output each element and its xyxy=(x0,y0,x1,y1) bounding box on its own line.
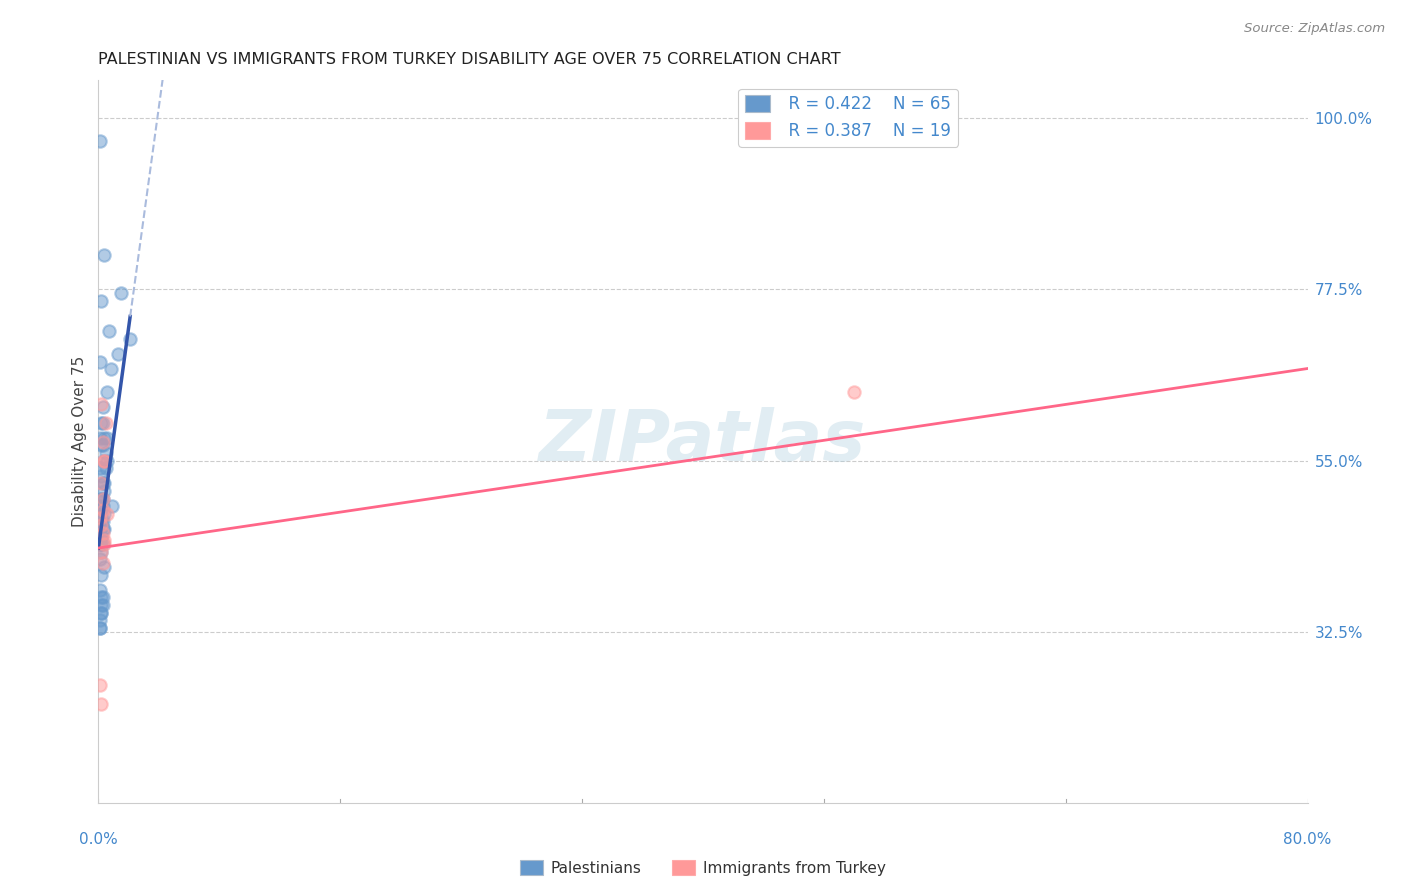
Point xyxy=(91,556,114,570)
Point xyxy=(89,522,111,536)
Text: PALESTINIAN VS IMMIGRANTS FROM TURKEY DISABILITY AGE OVER 75 CORRELATION CHART: PALESTINIAN VS IMMIGRANTS FROM TURKEY DI… xyxy=(98,52,841,67)
Point xyxy=(89,621,111,635)
Point xyxy=(90,396,112,410)
Point xyxy=(90,606,112,620)
Point xyxy=(844,385,866,400)
Point xyxy=(93,533,115,548)
Point xyxy=(93,537,115,551)
Point xyxy=(96,385,118,400)
Point xyxy=(93,522,115,536)
Point xyxy=(96,431,118,445)
Point xyxy=(89,354,111,368)
Point xyxy=(90,606,112,620)
Point xyxy=(93,248,115,262)
Point xyxy=(89,613,111,627)
Point xyxy=(91,491,114,506)
Point xyxy=(91,525,114,540)
Point xyxy=(90,598,112,612)
Point xyxy=(89,552,111,566)
Point xyxy=(91,515,114,529)
Point xyxy=(90,293,112,308)
Point xyxy=(90,491,112,506)
Point xyxy=(96,453,118,467)
Point xyxy=(98,324,121,338)
Point xyxy=(91,491,114,506)
Text: 80.0%: 80.0% xyxy=(1284,831,1331,847)
Point xyxy=(90,515,112,529)
Point xyxy=(90,697,112,711)
Text: ZIPatlas: ZIPatlas xyxy=(540,407,866,476)
Point xyxy=(94,416,117,430)
Point xyxy=(93,560,115,574)
Point xyxy=(89,507,111,521)
Point xyxy=(90,476,112,491)
Point xyxy=(89,522,111,536)
Point xyxy=(90,491,112,506)
Point xyxy=(89,134,111,148)
Point xyxy=(93,476,115,491)
Point xyxy=(94,446,117,460)
Y-axis label: Disability Age Over 75: Disability Age Over 75 xyxy=(72,356,87,527)
Point xyxy=(89,499,111,513)
Point xyxy=(107,347,129,361)
Point xyxy=(91,499,114,513)
Point xyxy=(91,522,114,536)
Text: Source: ZipAtlas.com: Source: ZipAtlas.com xyxy=(1244,22,1385,36)
Point xyxy=(90,468,112,483)
Point xyxy=(93,453,115,467)
Point xyxy=(90,545,112,559)
Point xyxy=(90,567,112,582)
Point xyxy=(91,416,114,430)
Point xyxy=(93,507,115,521)
Point xyxy=(93,431,115,445)
Point xyxy=(89,461,111,475)
Point xyxy=(96,507,118,521)
Point xyxy=(94,461,117,475)
Point xyxy=(91,598,114,612)
Point xyxy=(101,499,124,513)
Point xyxy=(90,537,112,551)
Point xyxy=(120,332,142,346)
Point xyxy=(89,678,111,692)
Point xyxy=(90,507,112,521)
Point xyxy=(89,537,111,551)
Point xyxy=(90,518,112,533)
Point xyxy=(91,476,114,491)
Point xyxy=(90,530,112,544)
Point xyxy=(100,362,122,376)
Point xyxy=(89,431,111,445)
Legend: Palestinians, Immigrants from Turkey: Palestinians, Immigrants from Turkey xyxy=(515,854,891,882)
Point xyxy=(91,503,114,517)
Point xyxy=(91,537,114,551)
Text: 0.0%: 0.0% xyxy=(79,831,118,847)
Point xyxy=(93,453,115,467)
Point xyxy=(93,483,115,498)
Point xyxy=(110,286,132,301)
Point xyxy=(91,453,114,467)
Point xyxy=(91,438,114,452)
Point xyxy=(91,401,114,415)
Point xyxy=(90,515,112,529)
Point xyxy=(89,582,111,597)
Point xyxy=(89,530,111,544)
Point xyxy=(90,416,112,430)
Point xyxy=(90,530,112,544)
Point xyxy=(90,591,112,605)
Point xyxy=(90,438,112,452)
Point xyxy=(89,621,111,635)
Point xyxy=(90,545,112,559)
Point xyxy=(91,591,114,605)
Point xyxy=(89,537,111,551)
Point xyxy=(91,434,114,449)
Point xyxy=(89,515,111,529)
Point xyxy=(89,510,111,524)
